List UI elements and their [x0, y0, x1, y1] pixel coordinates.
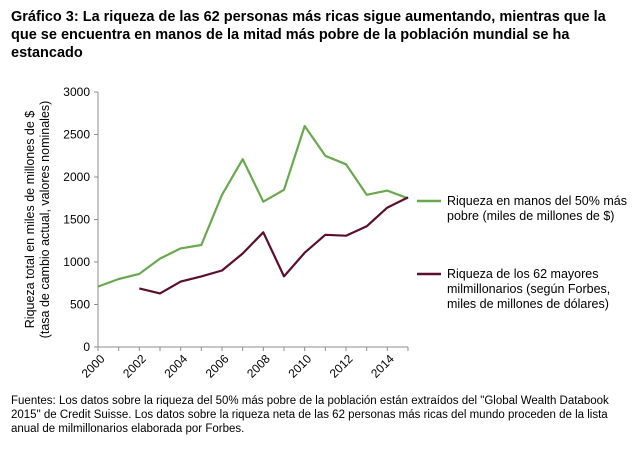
- y-tick-label: 1000: [63, 255, 90, 269]
- y-tick-label: 1500: [63, 213, 90, 227]
- source-note: Fuentes: Los datos sobre la riqueza del …: [11, 395, 609, 435]
- y-tick-label: 0: [83, 340, 90, 354]
- chart-title: Gráfico 3: La riqueza de las 62 personas…: [11, 9, 606, 61]
- series-line-richest: [139, 196, 409, 295]
- y-tick-labels: 0 500 1000 1500 2000 2500 3000: [63, 85, 90, 354]
- x-tick-labels: 2000 2002 2004 2006 2008 2010 2012 2014: [79, 352, 397, 381]
- x-tick-label: 2010: [285, 352, 314, 381]
- x-tick-label: 2002: [120, 352, 149, 381]
- legend-text-richest: Riqueza de los 62 mayores: [447, 267, 598, 281]
- x-tick-label: 2006: [203, 352, 232, 381]
- y-axis-label-line: (tasa de cambio actual, valores nominale…: [38, 101, 52, 339]
- x-tick-label: 2004: [161, 352, 190, 381]
- legend-text-richest: milmillonarios (según Forbes,: [447, 282, 610, 296]
- x-tick-label: 2014: [368, 352, 397, 381]
- axes: [94, 91, 409, 351]
- x-tick-label: 2008: [244, 352, 273, 381]
- x-tick-label: 2000: [79, 352, 108, 381]
- y-tick-label: 2500: [63, 128, 90, 142]
- y-tick-label: 2000: [63, 170, 90, 184]
- y-axis-label-line: Riqueza total en miles de millones de $: [23, 111, 37, 329]
- legend-text-poorest: Riqueza en manos del 50% más: [447, 194, 627, 208]
- y-tick-label: 500: [70, 298, 90, 312]
- y-tick-label: 3000: [63, 85, 90, 99]
- series-lines: [97, 124, 409, 295]
- series-line-poorest: [97, 124, 409, 288]
- x-tick-label: 2012: [327, 352, 356, 381]
- y-axis-label: Riqueza total en miles de millones de $(…: [23, 101, 52, 339]
- legend-text-poorest: pobre (miles de millones de $): [447, 209, 614, 223]
- legend-text-richest: miles de millones de dólares): [447, 297, 609, 311]
